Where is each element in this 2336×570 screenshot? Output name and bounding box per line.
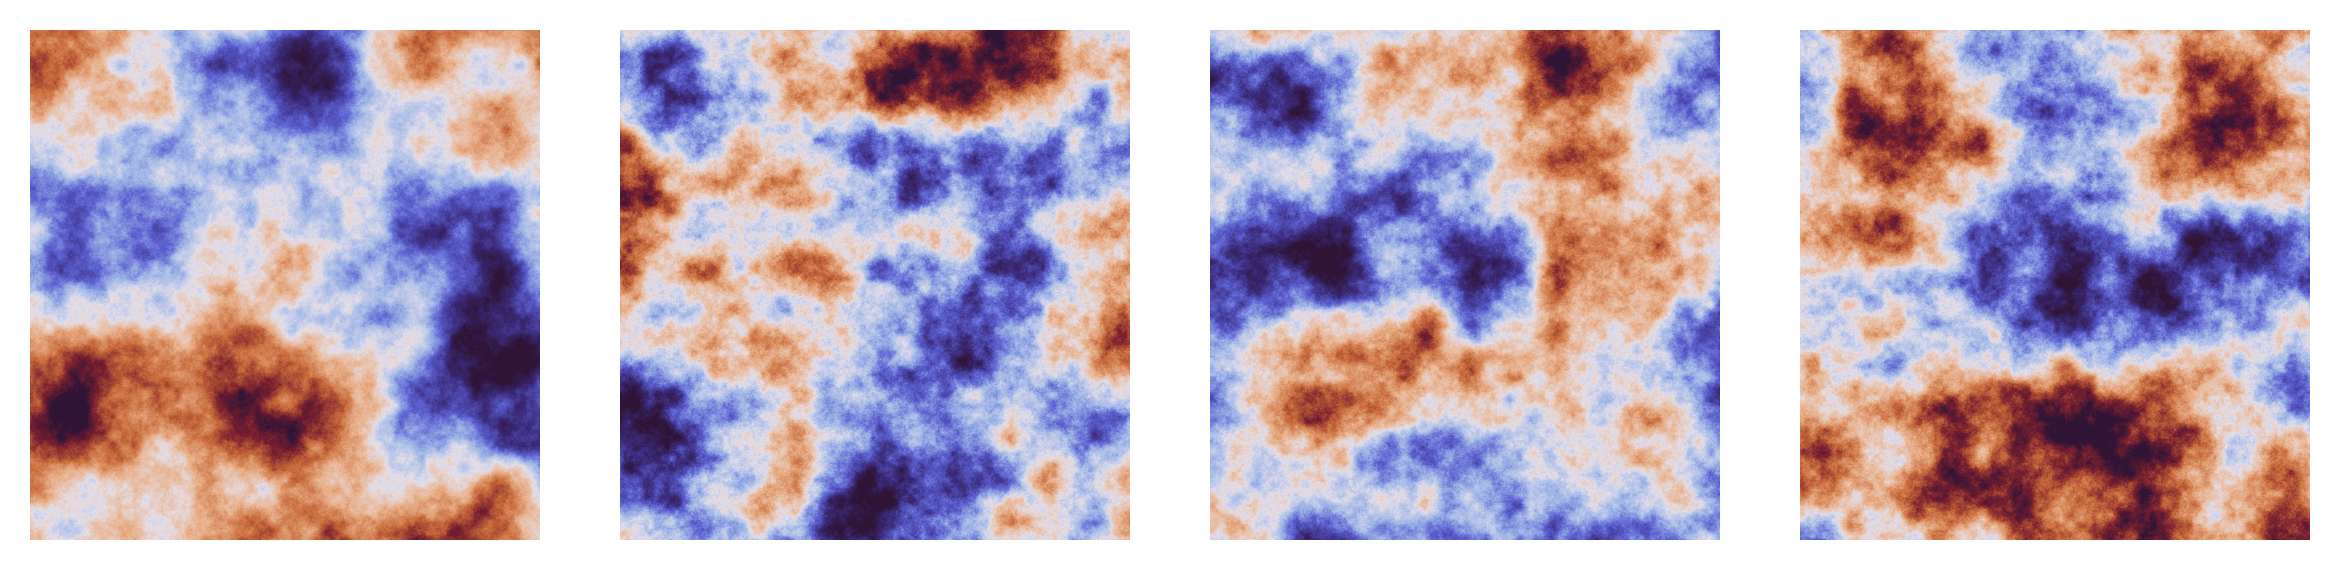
field-image-4 xyxy=(1800,30,2310,540)
field-panel-2 xyxy=(620,30,1130,540)
field-image-2 xyxy=(620,30,1130,540)
field-panel-3 xyxy=(1210,30,1720,540)
field-panel-4 xyxy=(1800,30,2310,540)
field-panel-1 xyxy=(30,30,540,540)
field-image-1 xyxy=(30,30,540,540)
field-image-3 xyxy=(1210,30,1720,540)
